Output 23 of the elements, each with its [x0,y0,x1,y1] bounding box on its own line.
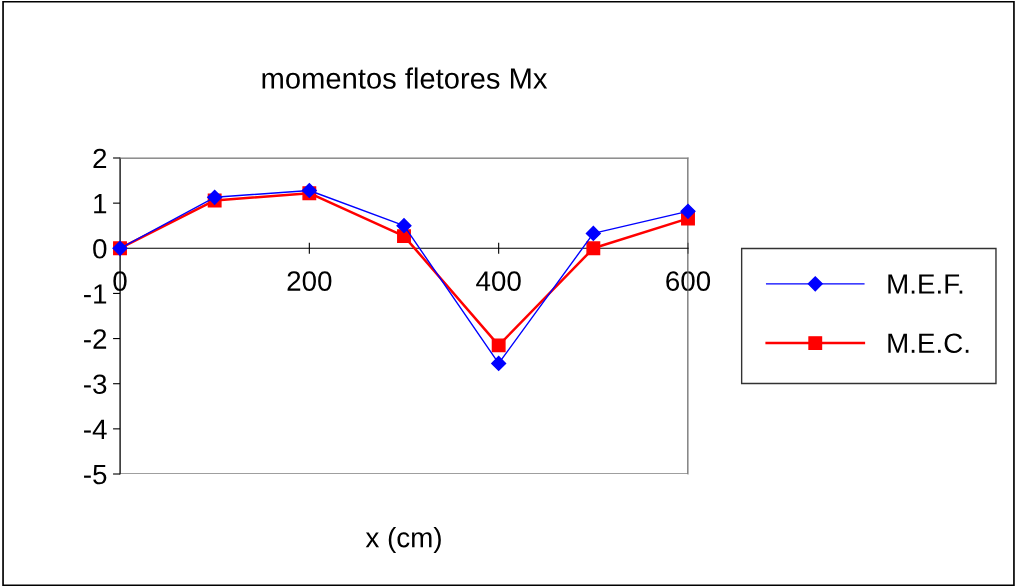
point [491,338,506,353]
y-tick-label: 1 [94,194,107,214]
y-tick-label: -2 [84,329,107,349]
point [680,203,696,219]
x-tick-label: 400 [476,271,521,291]
legend-label: M.E.F. [888,274,963,294]
point [396,218,412,234]
y-tick-label: -4 [84,419,107,439]
y-tick-label: -5 [84,464,107,485]
point [585,225,601,241]
x-tick-label: 200 [287,271,332,291]
point [301,182,317,199]
y-tick-label: -3 [84,374,107,395]
point [586,241,601,256]
x-tick-label: 600 [666,271,711,291]
y-tick-label: 2 [93,148,107,169]
point [491,355,507,371]
y-tick-label: 0 [93,238,107,259]
chart-title: momentos fletores Mx [262,67,548,89]
y-tick-label: -1 [84,284,107,304]
point [207,189,223,205]
legend-label: M.E.C. [888,333,969,354]
x-axis-title: x (cm) [365,527,441,553]
